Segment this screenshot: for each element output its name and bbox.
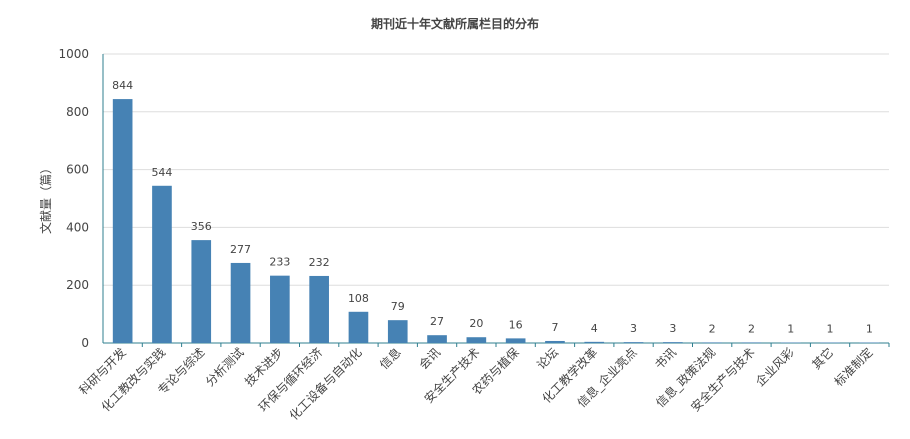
bar[interactable] xyxy=(505,338,526,343)
bar[interactable] xyxy=(741,342,762,343)
bar[interactable] xyxy=(191,240,212,343)
x-tick-label: 会讯 xyxy=(416,345,443,372)
y-axis-label: 文献量（篇） xyxy=(38,162,53,234)
data-label: 20 xyxy=(469,317,483,330)
bar[interactable] xyxy=(663,342,683,343)
data-label: 7 xyxy=(551,321,558,334)
data-label: 544 xyxy=(151,166,172,179)
y-tick-label: 200 xyxy=(66,278,89,292)
data-label: 232 xyxy=(309,256,330,269)
data-label: 79 xyxy=(391,300,405,313)
bar[interactable] xyxy=(309,275,329,343)
data-label: 1 xyxy=(866,323,873,336)
bar[interactable] xyxy=(584,341,605,343)
data-label: 16 xyxy=(509,318,523,331)
x-tick-label: 其它 xyxy=(809,345,837,373)
y-tick-label: 400 xyxy=(66,220,89,234)
y-tick-label: 800 xyxy=(66,105,89,119)
bar[interactable] xyxy=(780,342,801,344)
data-label: 1 xyxy=(787,323,794,336)
x-tick-label: 论坛 xyxy=(534,345,561,372)
data-label: 277 xyxy=(230,243,251,256)
data-label: 27 xyxy=(430,315,444,328)
bar[interactable] xyxy=(702,342,722,343)
data-label: 1 xyxy=(827,323,834,336)
data-label: 356 xyxy=(191,220,212,233)
bar[interactable] xyxy=(270,275,290,343)
data-label: 3 xyxy=(630,322,637,335)
data-label: 3 xyxy=(669,322,676,335)
data-label: 4 xyxy=(591,322,598,335)
bar[interactable] xyxy=(859,342,880,344)
x-tick-label: 标准制定 xyxy=(831,345,876,390)
x-tick-label: 企业风彩 xyxy=(752,345,797,390)
data-label: 2 xyxy=(748,322,755,335)
bar[interactable] xyxy=(387,320,408,343)
x-tick-label: 分析测试 xyxy=(202,345,247,390)
bar[interactable] xyxy=(152,185,172,343)
bar[interactable] xyxy=(623,342,644,343)
data-label: 233 xyxy=(269,256,290,269)
x-tick-label: 书讯 xyxy=(652,345,679,372)
bar[interactable] xyxy=(348,311,369,343)
bar[interactable] xyxy=(427,335,447,343)
bar[interactable] xyxy=(230,262,251,343)
bar[interactable] xyxy=(112,99,133,343)
data-label: 108 xyxy=(348,292,369,305)
bar[interactable] xyxy=(466,337,487,343)
y-tick-label: 1000 xyxy=(58,47,89,61)
x-tick-label: 化工设备与自动化 xyxy=(287,345,365,423)
x-tick-label: 信息 xyxy=(376,345,404,373)
chart-title: 期刊近十年文献所属栏目的分布 xyxy=(370,17,539,31)
bar[interactable] xyxy=(820,342,840,344)
bar[interactable] xyxy=(545,340,565,343)
y-tick-label: 600 xyxy=(66,163,89,177)
y-tick-label: 0 xyxy=(81,336,89,350)
data-label: 2 xyxy=(709,322,716,335)
data-label: 844 xyxy=(112,79,133,92)
